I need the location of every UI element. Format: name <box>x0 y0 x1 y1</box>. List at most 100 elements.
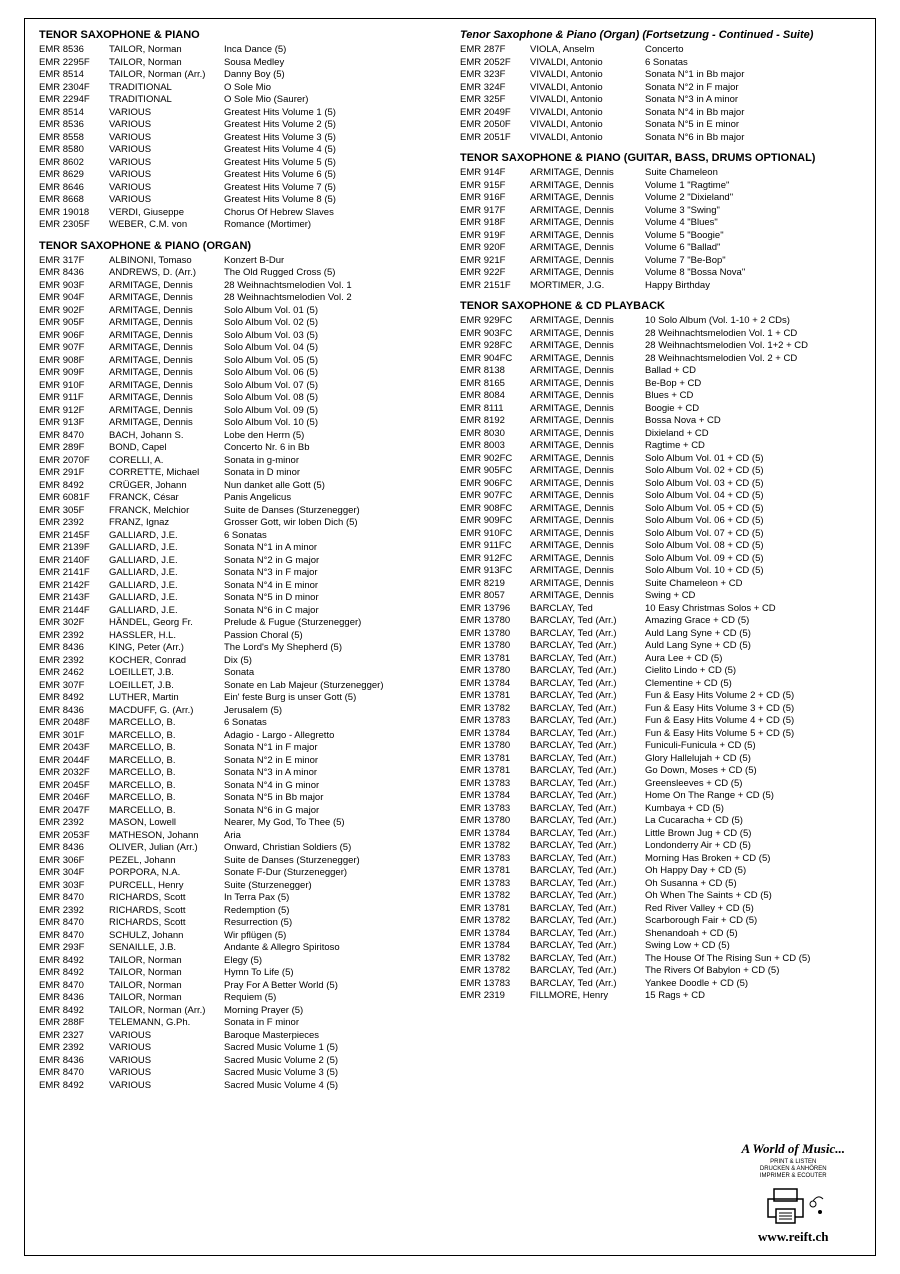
catalog-code: EMR 2392 <box>39 1042 109 1055</box>
catalog-title: Dix (5) <box>224 655 440 668</box>
logo-url: www.reift.ch <box>741 1229 845 1245</box>
catalog-title: Solo Album Vol. 10 + CD (5) <box>645 565 861 578</box>
catalog-title: Sonata N°6 in G major <box>224 805 440 818</box>
catalog-row: EMR 288FTELEMANN, G.Ph.Sonata in F minor <box>39 1017 440 1030</box>
catalog-composer: BARCLAY, Ted (Arr.) <box>530 803 645 816</box>
catalog-row: EMR 2050FVIVALDI, AntonioSonata N°5 in E… <box>460 119 861 132</box>
catalog-composer: VARIOUS <box>109 144 224 157</box>
catalog-title: O Sole Mio (Saurer) <box>224 94 440 107</box>
catalog-row: EMR 8602VARIOUSGreatest Hits Volume 5 (5… <box>39 157 440 170</box>
catalog-row: EMR 8084ARMITAGE, DennisBlues + CD <box>460 390 861 403</box>
catalog-row: EMR 13784BARCLAY, Ted (Arr.)Home On The … <box>460 790 861 803</box>
catalog-row: EMR 2052FVIVALDI, Antonio6 Sonatas <box>460 57 861 70</box>
catalog-composer: ARMITAGE, Dennis <box>109 330 224 343</box>
catalog-code: EMR 2043F <box>39 742 109 755</box>
catalog-code: EMR 914F <box>460 167 530 180</box>
catalog-row: EMR 909FCARMITAGE, DennisSolo Album Vol.… <box>460 515 861 528</box>
catalog-title: Sonata N°4 in E minor <box>224 580 440 593</box>
catalog-title: Wir pflügen (5) <box>224 930 440 943</box>
catalog-row: EMR 317FALBINONI, TomasoKonzert B-Dur <box>39 255 440 268</box>
catalog-composer: BARCLAY, Ted (Arr.) <box>530 903 645 916</box>
catalog-row: EMR 304FPORPORA, N.A.Sonate F-Dur (Sturz… <box>39 867 440 880</box>
catalog-title: Greatest Hits Volume 3 (5) <box>224 132 440 145</box>
catalog-composer: TAILOR, Norman <box>109 980 224 993</box>
catalog-code: EMR 913F <box>39 417 109 430</box>
catalog-code: EMR 8030 <box>460 428 530 441</box>
catalog-code: EMR 6081F <box>39 492 109 505</box>
catalog-title: Solo Album Vol. 09 + CD (5) <box>645 553 861 566</box>
catalog-row: EMR 289FBOND, CapelConcerto Nr. 6 in Bb <box>39 442 440 455</box>
catalog-title: Solo Album Vol. 06 + CD (5) <box>645 515 861 528</box>
catalog-row: EMR 8003ARMITAGE, DennisRagtime + CD <box>460 440 861 453</box>
catalog-code: EMR 13782 <box>460 915 530 928</box>
section-title: Tenor Saxophone & Piano (Organ) (Fortset… <box>460 29 861 41</box>
catalog-row: EMR 8057ARMITAGE, DennisSwing + CD <box>460 590 861 603</box>
right-column: Tenor Saxophone & Piano (Organ) (Fortset… <box>460 29 861 1245</box>
catalog-code: EMR 307F <box>39 680 109 693</box>
catalog-title: Resurrection (5) <box>224 917 440 930</box>
catalog-title: Sonata N°2 in F major <box>645 82 861 95</box>
catalog-title: Greatest Hits Volume 8 (5) <box>224 194 440 207</box>
catalog-code: EMR 929FC <box>460 315 530 328</box>
catalog-title: Sonata N°2 in G major <box>224 555 440 568</box>
catalog-composer: ALBINONI, Tomaso <box>109 255 224 268</box>
catalog-code: EMR 8470 <box>39 892 109 905</box>
catalog-row: EMR 13782BARCLAY, Ted (Arr.)The House Of… <box>460 953 861 966</box>
catalog-title: Oh Happy Day + CD (5) <box>645 865 861 878</box>
catalog-code: EMR 904F <box>39 292 109 305</box>
catalog-code: EMR 2319 <box>460 990 530 1003</box>
catalog-composer: VARIOUS <box>109 1042 224 1055</box>
catalog-row: EMR 8492CRÜGER, JohannNun danket alle Go… <box>39 480 440 493</box>
catalog-title: Glory Hallelujah + CD (5) <box>645 753 861 766</box>
catalog-code: EMR 912FC <box>460 553 530 566</box>
catalog-title: Solo Album Vol. 02 + CD (5) <box>645 465 861 478</box>
catalog-title: 28 Weihnachtsmelodien Vol. 2 <box>224 292 440 305</box>
catalog-composer: BARCLAY, Ted (Arr.) <box>530 915 645 928</box>
catalog-composer: BARCLAY, Ted (Arr.) <box>530 703 645 716</box>
catalog-row: EMR 13782BARCLAY, Ted (Arr.)The Rivers O… <box>460 965 861 978</box>
catalog-code: EMR 2051F <box>460 132 530 145</box>
catalog-code: EMR 8514 <box>39 107 109 120</box>
catalog-row: EMR 13783BARCLAY, Ted (Arr.)Kumbaya + CD… <box>460 803 861 816</box>
catalog-composer: BARCLAY, Ted (Arr.) <box>530 615 645 628</box>
catalog-code: EMR 905FC <box>460 465 530 478</box>
catalog-code: EMR 916F <box>460 192 530 205</box>
catalog-composer: PEZEL, Johann <box>109 855 224 868</box>
catalog-composer: ARMITAGE, Dennis <box>530 465 645 478</box>
catalog-title: Oh When The Saints + CD (5) <box>645 890 861 903</box>
catalog-composer: BARCLAY, Ted (Arr.) <box>530 828 645 841</box>
catalog-row: EMR 13796BARCLAY, Ted10 Easy Christmas S… <box>460 603 861 616</box>
catalog-title: 28 Weihnachtsmelodien Vol. 2 + CD <box>645 353 861 366</box>
catalog-composer: SENAILLE, J.B. <box>109 942 224 955</box>
catalog-title: Solo Album Vol. 04 + CD (5) <box>645 490 861 503</box>
catalog-title: Sonata N°4 in G minor <box>224 780 440 793</box>
catalog-row: EMR 916FARMITAGE, DennisVolume 2 "Dixiel… <box>460 192 861 205</box>
catalog-row: EMR 8514VARIOUSGreatest Hits Volume 1 (5… <box>39 107 440 120</box>
catalog-row: EMR 8492LUTHER, MartinEin' feste Burg is… <box>39 692 440 705</box>
catalog-row: EMR 8470BACH, Johann S.Lobe den Herrn (5… <box>39 430 440 443</box>
catalog-composer: GALLIARD, J.E. <box>109 567 224 580</box>
catalog-title: Sonata N°2 in E minor <box>224 755 440 768</box>
catalog-composer: ARMITAGE, Dennis <box>530 230 645 243</box>
catalog-code: EMR 13783 <box>460 715 530 728</box>
catalog-title: La Cucaracha + CD (5) <box>645 815 861 828</box>
catalog-title: Volume 5 "Boogie" <box>645 230 861 243</box>
catalog-title: Sonata N°4 in Bb major <box>645 107 861 120</box>
catalog-code: EMR 13783 <box>460 778 530 791</box>
catalog-code: EMR 8492 <box>39 967 109 980</box>
catalog-code: EMR 13780 <box>460 815 530 828</box>
catalog-composer: MORTIMER, J.G. <box>530 280 645 293</box>
catalog-code: EMR 13784 <box>460 790 530 803</box>
catalog-title: Sonata in g-minor <box>224 455 440 468</box>
catalog-title: Lobe den Herrn (5) <box>224 430 440 443</box>
catalog-composer: ARMITAGE, Dennis <box>530 180 645 193</box>
catalog-row: EMR 2049FVIVALDI, AntonioSonata N°4 in B… <box>460 107 861 120</box>
catalog-title: Suite Chameleon <box>645 167 861 180</box>
catalog-row: EMR 929FCARMITAGE, Dennis10 Solo Album (… <box>460 315 861 328</box>
catalog-composer: ARMITAGE, Dennis <box>109 292 224 305</box>
catalog-composer: VARIOUS <box>109 107 224 120</box>
catalog-row: EMR 928FCARMITAGE, Dennis28 Weihnachtsme… <box>460 340 861 353</box>
catalog-code: EMR 13796 <box>460 603 530 616</box>
catalog-title: Fun & Easy Hits Volume 4 + CD (5) <box>645 715 861 728</box>
catalog-code: EMR 8492 <box>39 1005 109 1018</box>
